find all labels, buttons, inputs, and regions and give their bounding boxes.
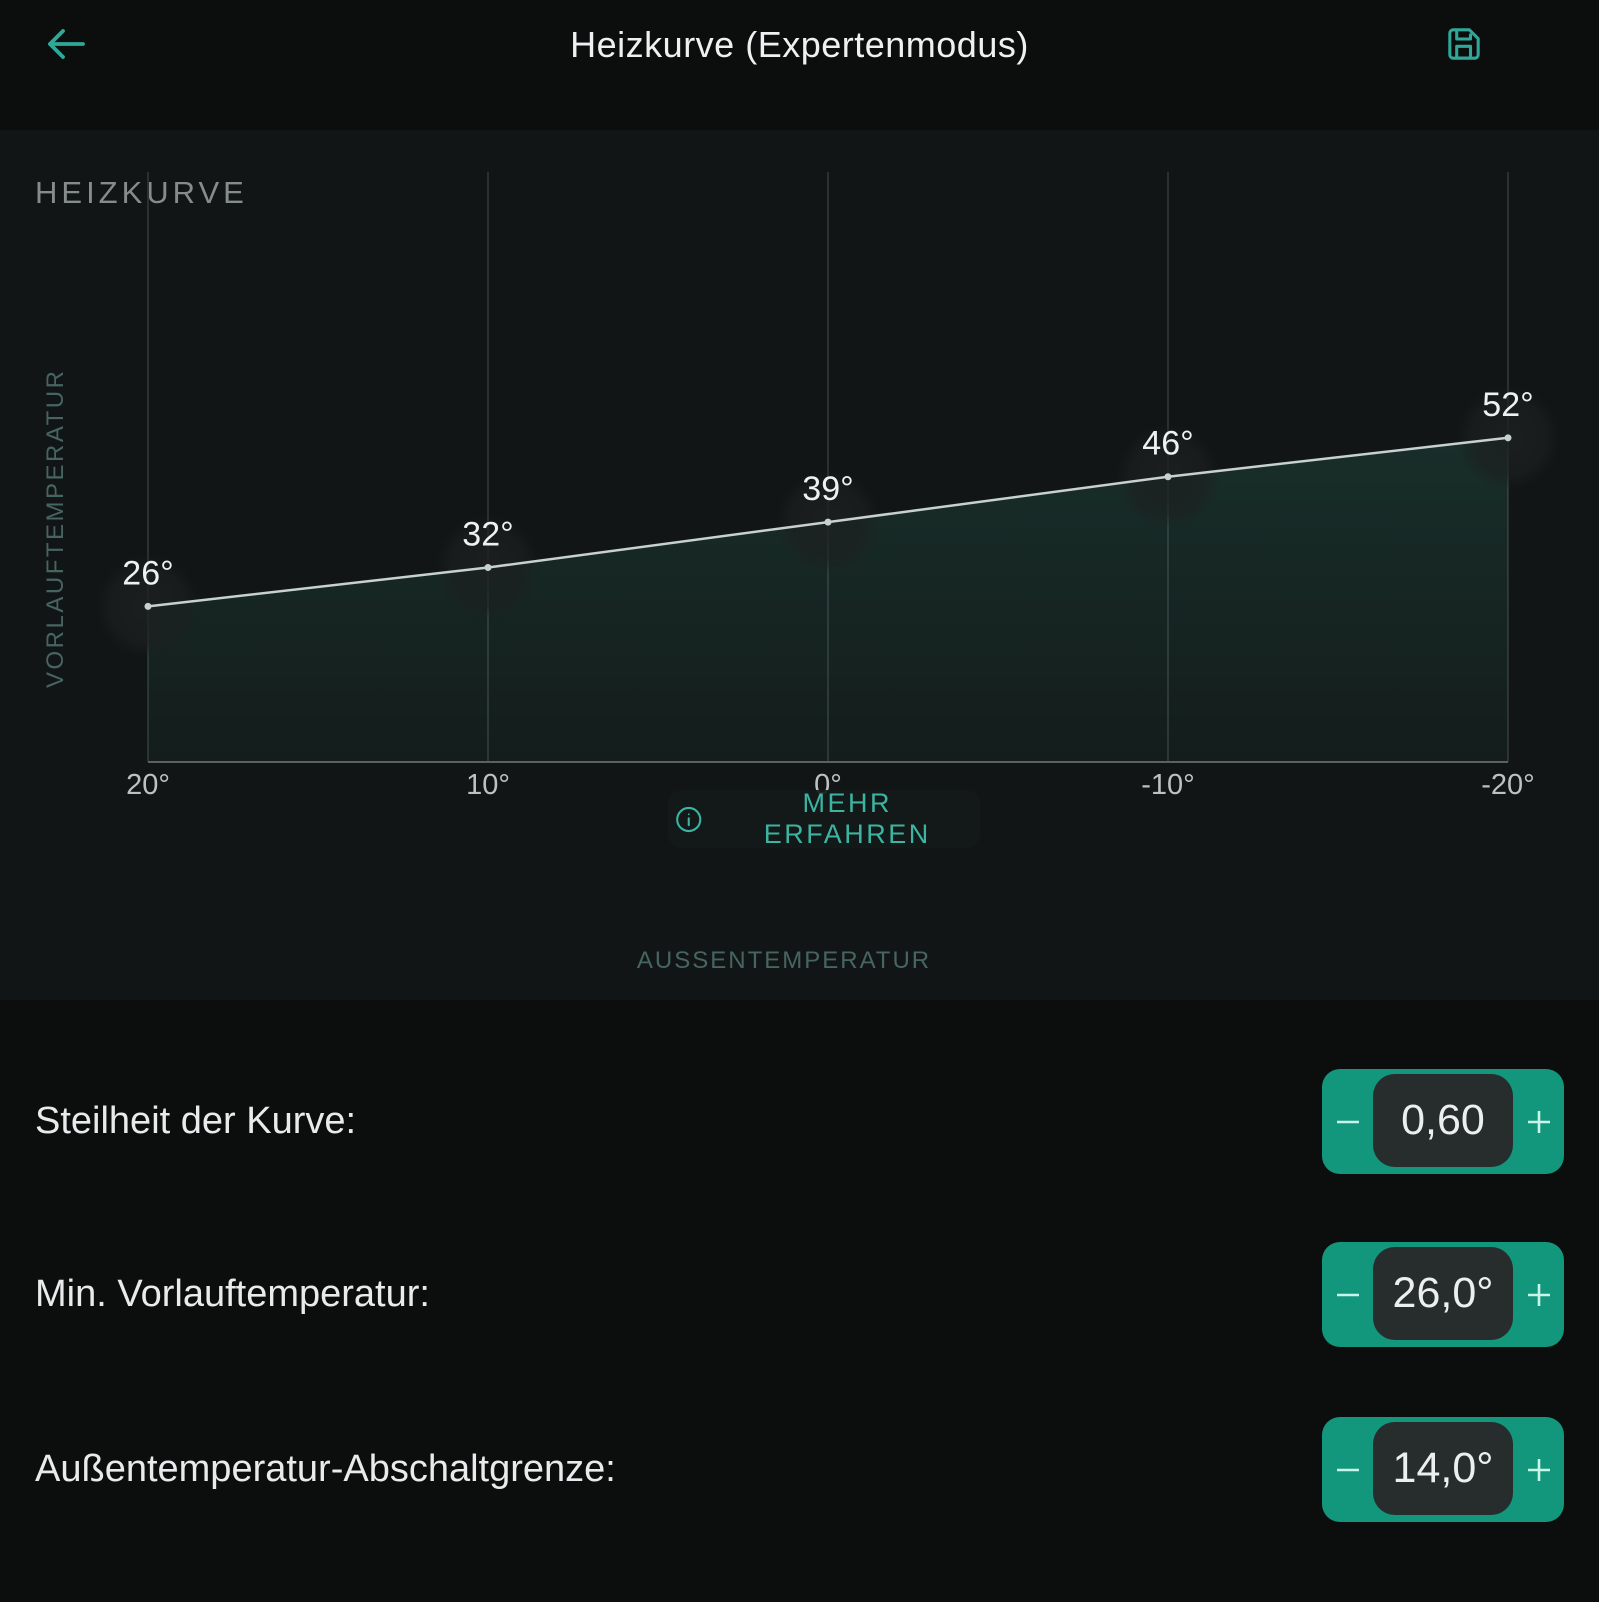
chart-point[interactable] bbox=[1164, 473, 1172, 481]
decrement-button[interactable] bbox=[1322, 1242, 1373, 1347]
top-bar: Heizkurve (Expertenmodus) bbox=[0, 0, 1599, 90]
stepper-value[interactable]: 26,0° bbox=[1373, 1247, 1513, 1340]
more-info-label: MEHR ERFAHREN bbox=[763, 788, 931, 849]
setting-label: Steilheit der Kurve: bbox=[35, 1100, 357, 1142]
floppy-disk-icon bbox=[1448, 28, 1480, 60]
chart-point[interactable] bbox=[484, 563, 492, 571]
minus-icon bbox=[1336, 1293, 1359, 1296]
x-tick-label: 20° bbox=[126, 769, 170, 801]
minus-icon bbox=[1336, 1468, 1359, 1471]
chart-point-label: 52° bbox=[1482, 386, 1533, 424]
page-title: Heizkurve (Expertenmodus) bbox=[570, 24, 1029, 65]
plus-icon bbox=[1527, 1458, 1550, 1481]
chart-point[interactable] bbox=[144, 602, 152, 610]
plus-icon bbox=[1527, 1283, 1550, 1306]
plus-icon bbox=[1527, 1110, 1550, 1133]
chart-point[interactable] bbox=[824, 518, 832, 526]
arrow-left-icon bbox=[48, 29, 85, 59]
x-tick-label: -10° bbox=[1141, 769, 1195, 801]
x-tick-label: -20° bbox=[1481, 769, 1535, 801]
minus-icon bbox=[1336, 1120, 1359, 1123]
heizkurve-chart: 20° 10° 0° -10° -20°26°32°39°46°52° bbox=[96, 172, 1560, 801]
increment-button[interactable] bbox=[1513, 1069, 1564, 1174]
stepper-value[interactable]: 14,0° bbox=[1373, 1422, 1513, 1515]
chart-point-label: 26° bbox=[122, 554, 173, 592]
setting-row-abschaltgrenze: Außentemperatur-Abschaltgrenze: 14,0° bbox=[0, 1417, 1599, 1522]
decrement-button[interactable] bbox=[1322, 1417, 1373, 1522]
setting-label: Außentemperatur-Abschaltgrenze: bbox=[35, 1448, 616, 1490]
setting-label: Min. Vorlauftemperatur: bbox=[35, 1273, 430, 1315]
back-button[interactable] bbox=[42, 20, 90, 68]
abschaltgrenze-stepper: 14,0° bbox=[1322, 1417, 1564, 1522]
steilheit-stepper: 0,60 bbox=[1322, 1069, 1564, 1174]
info-circle-icon bbox=[676, 806, 702, 832]
chart-point-label: 32° bbox=[462, 515, 513, 553]
setting-row-steilheit: Steilheit der Kurve: 0,60 bbox=[0, 1069, 1599, 1174]
chart-point[interactable] bbox=[1504, 434, 1512, 442]
chart-point-label: 46° bbox=[1142, 425, 1193, 463]
stepper-value[interactable]: 0,60 bbox=[1373, 1074, 1513, 1167]
section-title: HEIZKURVE bbox=[35, 175, 248, 210]
x-tick-label: 10° bbox=[466, 769, 510, 801]
y-axis-label: VORLAUFTEMPERATUR bbox=[42, 368, 69, 688]
min-vorlauf-stepper: 26,0° bbox=[1322, 1242, 1564, 1347]
chart-point-label: 39° bbox=[802, 470, 853, 508]
increment-button[interactable] bbox=[1513, 1242, 1564, 1347]
decrement-button[interactable] bbox=[1322, 1069, 1373, 1174]
x-axis-label: AUSSENTEMPERATUR bbox=[636, 947, 932, 974]
increment-button[interactable] bbox=[1513, 1417, 1564, 1522]
save-button[interactable] bbox=[1441, 21, 1487, 67]
more-info-button[interactable]: MEHR ERFAHREN bbox=[668, 788, 980, 849]
setting-row-min-vorlauf: Min. Vorlauftemperatur: 26,0° bbox=[0, 1242, 1599, 1347]
